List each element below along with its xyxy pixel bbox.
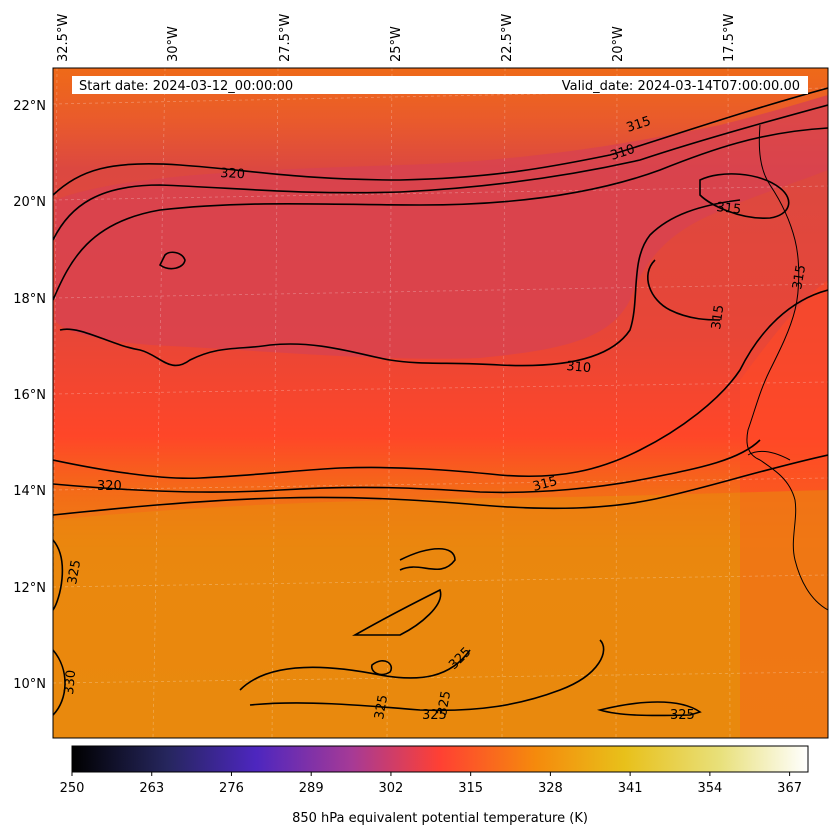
lat-label: 20°N (13, 195, 46, 210)
contour-label: 325 (65, 559, 84, 586)
start-date: Start date: 2024-03-12_00:00:00 (79, 79, 293, 94)
contour-label: 325 (422, 708, 447, 723)
contour-lines (53, 87, 828, 717)
contour-label: 310 (566, 359, 592, 376)
lat-label: 14°N (13, 484, 46, 499)
contour-label: 325 (435, 690, 454, 717)
colorbar: 250 263 276 289 302 315 328 341 354 367 850 hPa e… (60, 745, 809, 826)
colorbar-tick-label: 328 (538, 781, 563, 796)
coastline (746, 124, 828, 611)
lat-label: 10°N (13, 677, 46, 692)
colorbar-tick-label: 276 (219, 781, 244, 796)
lat-label: 12°N (13, 581, 46, 596)
contour-label: 315 (531, 474, 559, 495)
colorbar-tick-label: 367 (777, 781, 802, 796)
valid-date: Valid_date: 2024-03-14T07:00:00.00 (562, 79, 800, 94)
lat-label: 18°N (13, 292, 46, 307)
contour-label: 315 (716, 200, 742, 218)
contour-label: 315 (709, 304, 727, 331)
lon-label: 22.5°W (500, 14, 515, 62)
colorbar-label: 850 hPa equivalent potential temperature… (292, 811, 588, 826)
contour-label-group: 315 310 315 320 315 315 310 315 320 325 … (62, 114, 809, 723)
lat-label: 22°N (13, 99, 46, 114)
contour-label: 310 (609, 142, 637, 164)
lon-label: 20°W (611, 26, 626, 62)
contour-label: 325 (372, 694, 391, 721)
contour-label: 320 (97, 479, 122, 494)
contour-label: 315 (790, 264, 809, 291)
lon-label: 27.5°W (278, 14, 293, 62)
colorbar-tick-label: 289 (299, 781, 324, 796)
date-header-box (72, 76, 808, 94)
colorbar-gradient (71, 745, 809, 773)
lon-label: 32.5°W (56, 14, 71, 62)
contour-label: 330 (62, 669, 79, 695)
longitude-axis: 32.5°W 30°W 27.5°W 25°W 22.5°W 20°W 17.5… (56, 14, 737, 62)
colorbar-tick-label: 250 (60, 781, 85, 796)
lat-label: 16°N (13, 388, 46, 403)
contour-label: 315 (625, 114, 653, 136)
graticule (53, 68, 828, 738)
map-frame (52, 67, 829, 739)
map-area (53, 68, 828, 738)
latitude-axis: 22°N 20°N 18°N 16°N 14°N 12°N 10°N (13, 99, 46, 692)
lon-label: 17.5°W (722, 14, 737, 62)
lon-label: 30°W (166, 26, 181, 62)
warm-region (53, 490, 828, 738)
colorbar-tick-label: 354 (697, 781, 722, 796)
colorbar-tick-label: 302 (379, 781, 404, 796)
colorbar-tick-label: 263 (139, 781, 164, 796)
colorbar-tick-label: 341 (618, 781, 643, 796)
contour-label: 320 (220, 166, 246, 182)
lon-label: 25°W (389, 26, 404, 62)
colorbar-tick-label: 315 (458, 781, 483, 796)
contour-label: 325 (670, 708, 695, 723)
